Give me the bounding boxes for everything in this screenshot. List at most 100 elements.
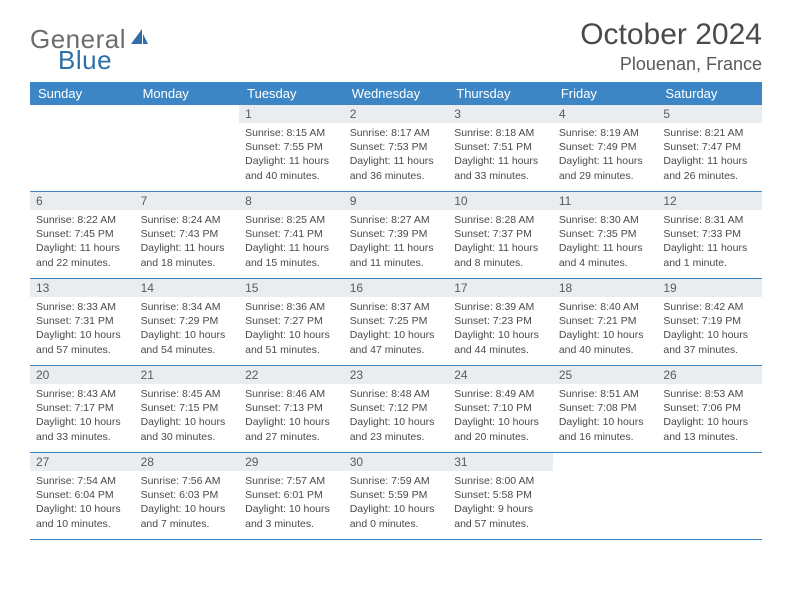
calendar-day-cell: 30Sunrise: 7:59 AMSunset: 5:59 PMDayligh… (344, 453, 449, 540)
day-details: Sunrise: 8:17 AMSunset: 7:53 PMDaylight:… (344, 123, 449, 189)
day-details: Sunrise: 8:36 AMSunset: 7:27 PMDaylight:… (239, 297, 344, 363)
calendar-day-cell: 12Sunrise: 8:31 AMSunset: 7:33 PMDayligh… (657, 192, 762, 279)
calendar-week-row: 20Sunrise: 8:43 AMSunset: 7:17 PMDayligh… (30, 366, 762, 453)
day-number: 11 (553, 192, 658, 210)
calendar-day-cell: 25Sunrise: 8:51 AMSunset: 7:08 PMDayligh… (553, 366, 658, 453)
day-number: 16 (344, 279, 449, 297)
calendar-day-cell: 28Sunrise: 7:56 AMSunset: 6:03 PMDayligh… (135, 453, 240, 540)
day-details: Sunrise: 8:40 AMSunset: 7:21 PMDaylight:… (553, 297, 658, 363)
day-number: 30 (344, 453, 449, 471)
day-details: Sunrise: 8:21 AMSunset: 7:47 PMDaylight:… (657, 123, 762, 189)
day-number: 29 (239, 453, 344, 471)
calendar-empty-cell (553, 453, 658, 540)
day-details: Sunrise: 8:31 AMSunset: 7:33 PMDaylight:… (657, 210, 762, 276)
day-number: 25 (553, 366, 658, 384)
calendar-day-cell: 16Sunrise: 8:37 AMSunset: 7:25 PMDayligh… (344, 279, 449, 366)
calendar-day-cell: 20Sunrise: 8:43 AMSunset: 7:17 PMDayligh… (30, 366, 135, 453)
calendar-day-cell: 6Sunrise: 8:22 AMSunset: 7:45 PMDaylight… (30, 192, 135, 279)
day-details: Sunrise: 8:18 AMSunset: 7:51 PMDaylight:… (448, 123, 553, 189)
day-details: Sunrise: 8:00 AMSunset: 5:58 PMDaylight:… (448, 471, 553, 537)
day-number: 21 (135, 366, 240, 384)
calendar-day-cell: 4Sunrise: 8:19 AMSunset: 7:49 PMDaylight… (553, 105, 658, 192)
day-number: 26 (657, 366, 762, 384)
calendar-day-cell: 17Sunrise: 8:39 AMSunset: 7:23 PMDayligh… (448, 279, 553, 366)
day-of-week-header: Tuesday (239, 82, 344, 105)
day-number: 7 (135, 192, 240, 210)
calendar-week-row: 27Sunrise: 7:54 AMSunset: 6:04 PMDayligh… (30, 453, 762, 540)
day-details: Sunrise: 8:30 AMSunset: 7:35 PMDaylight:… (553, 210, 658, 276)
calendar-day-cell: 5Sunrise: 8:21 AMSunset: 7:47 PMDaylight… (657, 105, 762, 192)
day-details: Sunrise: 8:19 AMSunset: 7:49 PMDaylight:… (553, 123, 658, 189)
day-details: Sunrise: 8:39 AMSunset: 7:23 PMDaylight:… (448, 297, 553, 363)
day-number: 28 (135, 453, 240, 471)
day-details: Sunrise: 8:49 AMSunset: 7:10 PMDaylight:… (448, 384, 553, 450)
day-details: Sunrise: 8:37 AMSunset: 7:25 PMDaylight:… (344, 297, 449, 363)
calendar-day-cell: 23Sunrise: 8:48 AMSunset: 7:12 PMDayligh… (344, 366, 449, 453)
calendar-empty-cell (657, 453, 762, 540)
day-number: 13 (30, 279, 135, 297)
day-number: 14 (135, 279, 240, 297)
day-details: Sunrise: 8:53 AMSunset: 7:06 PMDaylight:… (657, 384, 762, 450)
calendar-day-cell: 2Sunrise: 8:17 AMSunset: 7:53 PMDaylight… (344, 105, 449, 192)
day-details: Sunrise: 8:45 AMSunset: 7:15 PMDaylight:… (135, 384, 240, 450)
day-number: 20 (30, 366, 135, 384)
day-number: 5 (657, 105, 762, 123)
day-number: 9 (344, 192, 449, 210)
calendar-day-cell: 10Sunrise: 8:28 AMSunset: 7:37 PMDayligh… (448, 192, 553, 279)
day-number: 27 (30, 453, 135, 471)
day-number: 12 (657, 192, 762, 210)
day-number: 1 (239, 105, 344, 123)
month-title: October 2024 (580, 18, 762, 52)
calendar-day-cell: 13Sunrise: 8:33 AMSunset: 7:31 PMDayligh… (30, 279, 135, 366)
day-of-week-header: Friday (553, 82, 658, 105)
day-details: Sunrise: 7:54 AMSunset: 6:04 PMDaylight:… (30, 471, 135, 537)
calendar-day-cell: 26Sunrise: 8:53 AMSunset: 7:06 PMDayligh… (657, 366, 762, 453)
day-number: 18 (553, 279, 658, 297)
location-label: Plouenan, France (580, 54, 762, 75)
day-details: Sunrise: 7:57 AMSunset: 6:01 PMDaylight:… (239, 471, 344, 537)
calendar-day-cell: 1Sunrise: 8:15 AMSunset: 7:55 PMDaylight… (239, 105, 344, 192)
calendar-week-row: 13Sunrise: 8:33 AMSunset: 7:31 PMDayligh… (30, 279, 762, 366)
calendar-day-cell: 21Sunrise: 8:45 AMSunset: 7:15 PMDayligh… (135, 366, 240, 453)
calendar-day-cell: 8Sunrise: 8:25 AMSunset: 7:41 PMDaylight… (239, 192, 344, 279)
logo-text-blue: Blue (58, 45, 112, 76)
day-number: 8 (239, 192, 344, 210)
calendar-day-cell: 7Sunrise: 8:24 AMSunset: 7:43 PMDaylight… (135, 192, 240, 279)
calendar-table: SundayMondayTuesdayWednesdayThursdayFrid… (30, 82, 762, 540)
day-details: Sunrise: 8:27 AMSunset: 7:39 PMDaylight:… (344, 210, 449, 276)
day-of-week-header: Monday (135, 82, 240, 105)
day-of-week-row: SundayMondayTuesdayWednesdayThursdayFrid… (30, 82, 762, 105)
logo-sail-icon (128, 26, 150, 53)
calendar-day-cell: 15Sunrise: 8:36 AMSunset: 7:27 PMDayligh… (239, 279, 344, 366)
day-number: 22 (239, 366, 344, 384)
day-number: 23 (344, 366, 449, 384)
day-number: 2 (344, 105, 449, 123)
day-number: 31 (448, 453, 553, 471)
calendar-day-cell: 24Sunrise: 8:49 AMSunset: 7:10 PMDayligh… (448, 366, 553, 453)
calendar-day-cell: 19Sunrise: 8:42 AMSunset: 7:19 PMDayligh… (657, 279, 762, 366)
day-number: 17 (448, 279, 553, 297)
day-number: 6 (30, 192, 135, 210)
calendar-day-cell: 11Sunrise: 8:30 AMSunset: 7:35 PMDayligh… (553, 192, 658, 279)
calendar-body: 1Sunrise: 8:15 AMSunset: 7:55 PMDaylight… (30, 105, 762, 540)
day-details: Sunrise: 8:28 AMSunset: 7:37 PMDaylight:… (448, 210, 553, 276)
day-of-week-header: Saturday (657, 82, 762, 105)
calendar-day-cell: 22Sunrise: 8:46 AMSunset: 7:13 PMDayligh… (239, 366, 344, 453)
calendar-day-cell: 29Sunrise: 7:57 AMSunset: 6:01 PMDayligh… (239, 453, 344, 540)
calendar-day-cell: 31Sunrise: 8:00 AMSunset: 5:58 PMDayligh… (448, 453, 553, 540)
day-details: Sunrise: 8:51 AMSunset: 7:08 PMDaylight:… (553, 384, 658, 450)
calendar-day-cell: 18Sunrise: 8:40 AMSunset: 7:21 PMDayligh… (553, 279, 658, 366)
day-number: 24 (448, 366, 553, 384)
day-details: Sunrise: 7:59 AMSunset: 5:59 PMDaylight:… (344, 471, 449, 537)
day-number: 3 (448, 105, 553, 123)
calendar-day-cell: 9Sunrise: 8:27 AMSunset: 7:39 PMDaylight… (344, 192, 449, 279)
day-number: 19 (657, 279, 762, 297)
calendar-week-row: 1Sunrise: 8:15 AMSunset: 7:55 PMDaylight… (30, 105, 762, 192)
day-details: Sunrise: 8:15 AMSunset: 7:55 PMDaylight:… (239, 123, 344, 189)
day-of-week-header: Thursday (448, 82, 553, 105)
day-details: Sunrise: 8:48 AMSunset: 7:12 PMDaylight:… (344, 384, 449, 450)
day-of-week-header: Wednesday (344, 82, 449, 105)
calendar-empty-cell (135, 105, 240, 192)
day-number: 10 (448, 192, 553, 210)
calendar-day-cell: 27Sunrise: 7:54 AMSunset: 6:04 PMDayligh… (30, 453, 135, 540)
